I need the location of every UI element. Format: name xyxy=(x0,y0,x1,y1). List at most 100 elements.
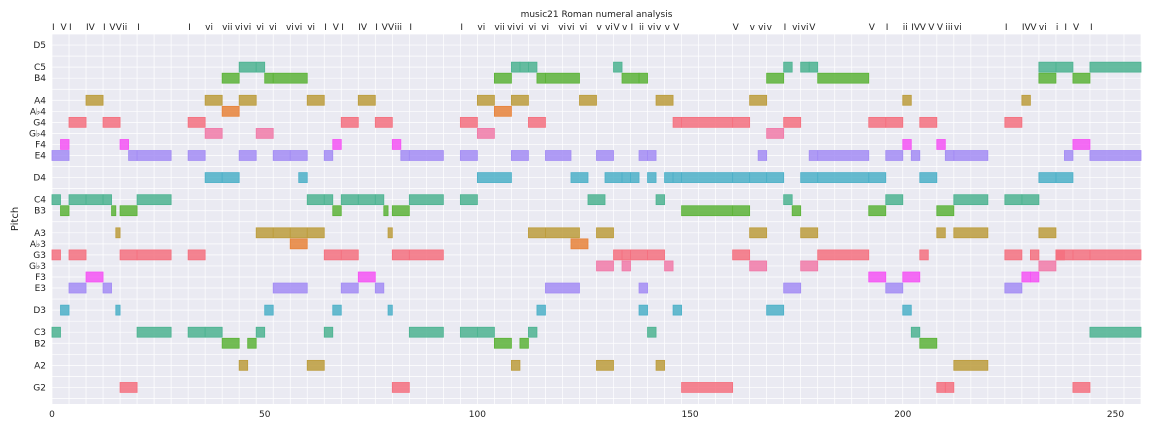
roman-numeral-label: vi xyxy=(579,23,587,33)
note-bar xyxy=(272,282,308,294)
y-tick-label: C4 xyxy=(34,196,46,206)
note-bar xyxy=(187,326,206,338)
note-bar xyxy=(332,304,342,316)
note-bar xyxy=(545,227,580,239)
roman-numeral-label: V xyxy=(937,23,944,33)
note-bar xyxy=(647,326,657,338)
note-bar xyxy=(476,326,495,338)
note-bar xyxy=(766,172,785,183)
roman-numeral-label: V xyxy=(614,23,621,33)
note-bar xyxy=(766,304,785,316)
note-bar xyxy=(60,205,70,217)
roman-numeral-label: V xyxy=(388,23,395,33)
note-bar xyxy=(1038,61,1057,73)
note-bar xyxy=(340,194,359,206)
note-bar xyxy=(391,382,410,393)
note-bar xyxy=(1089,150,1142,161)
roman-numeral-label: ii xyxy=(122,23,127,33)
note-bar xyxy=(221,105,240,117)
roman-numeral-label: IV xyxy=(358,23,368,33)
note-bar xyxy=(1038,72,1057,84)
note-bar xyxy=(115,304,121,316)
roman-numeral-label: vi xyxy=(307,23,315,33)
note-bar xyxy=(119,205,138,217)
roman-numeral-label: V xyxy=(109,23,116,33)
note-bar xyxy=(868,116,887,128)
note-bar xyxy=(408,194,444,206)
y-tick-label: A♭3 xyxy=(30,240,46,250)
roman-numeral-label: vi xyxy=(516,23,524,33)
note-bar xyxy=(102,282,112,294)
note-bar xyxy=(115,227,121,239)
y-tick-label: D3 xyxy=(33,306,46,316)
note-bar xyxy=(919,337,938,349)
note-bar xyxy=(944,150,955,161)
roman-numeral-label: V xyxy=(1073,23,1080,33)
note-bar xyxy=(817,150,870,161)
note-bar xyxy=(136,326,172,338)
roman-numeral-label: v xyxy=(750,23,756,33)
note-bar xyxy=(638,282,648,294)
roman-numeral-label: vi xyxy=(269,23,277,33)
note-bar xyxy=(204,326,223,338)
note-bar xyxy=(340,116,359,128)
y-tick-label: B4 xyxy=(34,74,46,84)
roman-numeral-label: vi xyxy=(558,23,566,33)
roman-numeral-label: vi xyxy=(648,23,656,33)
note-bar xyxy=(579,94,597,106)
note-bar xyxy=(732,116,751,128)
note-bar xyxy=(136,150,172,161)
note-bar xyxy=(408,249,444,261)
roman-numeral-label: V xyxy=(928,23,935,33)
roman-numeral-label: vi xyxy=(954,23,962,33)
note-bar xyxy=(289,150,308,161)
note-bar xyxy=(68,249,87,261)
note-bar xyxy=(944,382,955,393)
note-bar xyxy=(672,172,682,183)
roman-numeral-label: I xyxy=(460,23,463,33)
y-tick-label: D5 xyxy=(33,41,46,51)
note-bar xyxy=(749,227,768,239)
note-bar xyxy=(298,172,308,183)
note-bar xyxy=(664,172,674,183)
roman-numeral-label: v xyxy=(656,23,662,33)
note-bar xyxy=(111,205,117,217)
note-bar xyxy=(128,150,138,161)
roman-numeral-label: vi xyxy=(758,23,766,33)
roman-numeral-label: vi xyxy=(1039,23,1047,33)
note-bar xyxy=(621,249,631,261)
roman-numeral-label: vi xyxy=(567,23,575,33)
note-bar xyxy=(102,194,112,206)
note-bar xyxy=(630,249,648,261)
note-bar xyxy=(613,249,623,261)
note-bar xyxy=(613,61,623,73)
note-bar xyxy=(255,128,274,139)
note-bar xyxy=(408,150,444,161)
note-bar xyxy=(68,282,87,294)
note-bar xyxy=(51,150,70,161)
note-bar xyxy=(647,249,665,261)
note-bar xyxy=(374,194,385,206)
note-bar xyxy=(306,194,325,206)
roman-numeral-label: vii xyxy=(494,23,504,33)
note-bar xyxy=(272,72,308,84)
note-bar xyxy=(383,205,389,217)
note-bar xyxy=(519,337,529,349)
note-bar xyxy=(136,249,172,261)
note-bar xyxy=(638,72,648,84)
note-bar xyxy=(647,150,657,161)
note-bar xyxy=(1038,227,1057,239)
note-bar xyxy=(51,194,61,206)
roman-numeral-label: I xyxy=(324,23,327,33)
note-bar xyxy=(357,194,376,206)
notes xyxy=(51,61,1142,393)
note-bar xyxy=(221,72,240,84)
note-bar xyxy=(60,139,70,150)
roman-numeral-label: V xyxy=(673,23,680,33)
note-bar xyxy=(387,227,393,239)
note-bar xyxy=(536,304,546,316)
note-bar xyxy=(391,205,410,217)
note-bar xyxy=(1072,139,1091,150)
x-tick-labels: 0 50 100 150 200 250 xyxy=(49,410,1124,420)
